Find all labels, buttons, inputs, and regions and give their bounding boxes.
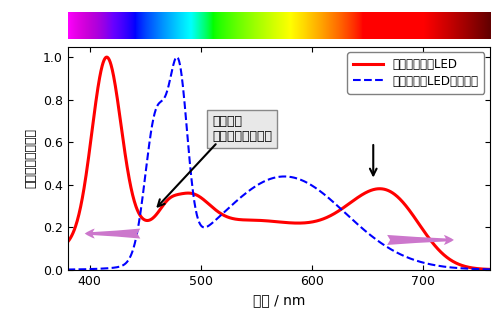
開発した標準LED	[355, 196, 361, 199]
従来の白色LED（一例）	[108, 266, 114, 270]
従来の白色LED（一例）	[394, 251, 400, 255]
Line: 開発した標準LED: 開発した標準LED	[68, 57, 490, 269]
開発した標準LED	[64, 240, 70, 244]
従来の白色LED（一例）	[236, 197, 242, 201]
Y-axis label: 光強度（相対値）: 光強度（相対値）	[24, 128, 37, 188]
従来の白色LED（一例）	[402, 255, 408, 258]
Legend: 開発した標準LED, 従来の白色LED（一例）: 開発した標準LED, 従来の白色LED（一例）	[348, 52, 484, 94]
X-axis label: 波長 / nm: 波長 / nm	[252, 293, 305, 307]
従来の白色LED（一例）	[251, 185, 257, 189]
開発した標準LED	[251, 218, 257, 222]
開発した標準LED	[104, 55, 110, 59]
従来の白色LED（一例）	[174, 55, 180, 59]
開発した標準LED	[108, 63, 114, 67]
従来の白色LED（一例）	[64, 268, 70, 271]
開発した標準LED	[402, 203, 408, 206]
開発した標準LED	[236, 218, 242, 221]
従来の白色LED（一例）	[355, 223, 361, 227]
Text: 波長域を
可視光全域に拡大: 波長域を 可視光全域に拡大	[212, 114, 272, 143]
従来の白色LED（一例）	[487, 268, 493, 271]
開発した標準LED	[487, 268, 493, 271]
Line: 従来の白色LED（一例）: 従来の白色LED（一例）	[68, 57, 490, 269]
開発した標準LED	[394, 195, 400, 198]
